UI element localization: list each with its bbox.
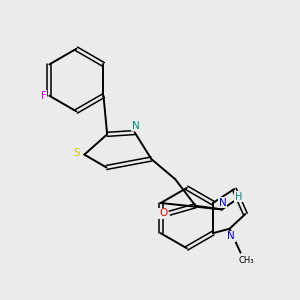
Text: F: F xyxy=(41,91,47,101)
Text: CH₃: CH₃ xyxy=(238,256,254,265)
Text: N: N xyxy=(132,121,140,131)
Text: S: S xyxy=(74,148,80,158)
Text: H: H xyxy=(235,192,242,202)
Text: N: N xyxy=(219,198,226,208)
Text: N: N xyxy=(227,231,235,241)
Text: O: O xyxy=(159,208,167,218)
